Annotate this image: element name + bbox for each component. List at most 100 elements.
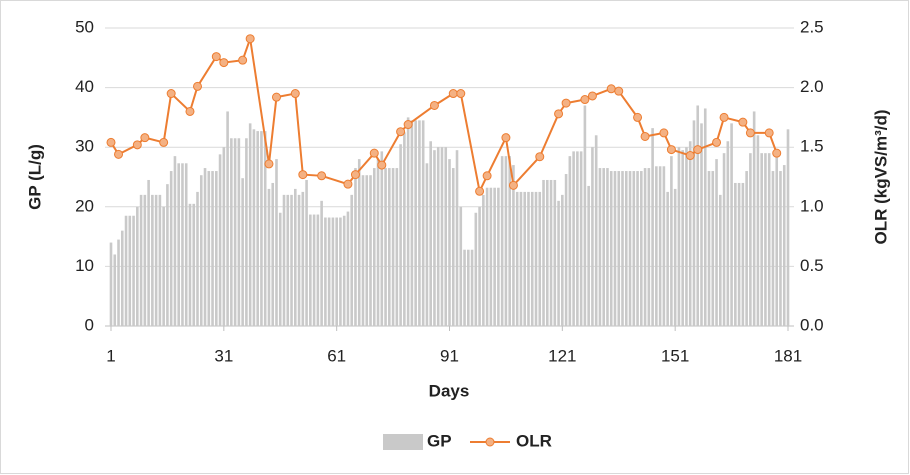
bar [331, 217, 335, 326]
bar [199, 175, 203, 326]
bar [181, 163, 184, 326]
bar [188, 203, 192, 326]
bar [606, 168, 609, 326]
bar [568, 156, 572, 326]
marker [264, 159, 274, 169]
bar [136, 206, 139, 326]
bar [658, 166, 662, 326]
bar [275, 159, 278, 326]
marker [403, 120, 413, 130]
bar [696, 105, 700, 326]
bar [433, 150, 436, 326]
marker [501, 133, 511, 143]
x-tick-label: 91 [440, 346, 459, 365]
bar [640, 171, 643, 326]
bar [579, 151, 583, 326]
legend-swatch [383, 434, 423, 450]
marker [132, 140, 142, 150]
bar [316, 214, 320, 326]
marker [719, 112, 729, 122]
y2-tick-label: 0.0 [800, 315, 824, 334]
marker [396, 127, 406, 137]
marker [238, 55, 248, 65]
bar [655, 166, 658, 326]
bar [380, 151, 384, 326]
bar [715, 159, 718, 326]
bar [207, 171, 211, 326]
y2-tick-label: 1.5 [800, 137, 824, 156]
marker [745, 128, 755, 138]
marker [535, 152, 545, 162]
y-tick-label: 0 [85, 315, 94, 334]
marker [482, 171, 492, 181]
marker [429, 100, 439, 110]
bar [688, 141, 692, 326]
marker [317, 171, 327, 181]
marker [614, 86, 624, 96]
legend-marker [485, 437, 495, 447]
bar [643, 168, 647, 326]
marker [448, 89, 458, 99]
bar [745, 171, 748, 326]
bar [666, 191, 669, 326]
bar [309, 214, 312, 326]
bar [534, 191, 538, 326]
marker [508, 180, 518, 190]
bar [218, 154, 222, 326]
bar [624, 171, 628, 326]
marker [298, 170, 308, 180]
bar [591, 147, 594, 326]
bar [463, 249, 466, 326]
bar [523, 191, 527, 326]
bar [527, 191, 530, 326]
bar [196, 191, 199, 326]
bar [128, 215, 132, 326]
bar [252, 129, 256, 326]
bar [719, 194, 722, 326]
bar [670, 156, 673, 326]
bar [542, 179, 545, 326]
marker [185, 106, 195, 116]
bar [771, 171, 775, 326]
x-tick-label: 61 [327, 346, 346, 365]
bar [305, 179, 308, 326]
bar [113, 254, 117, 326]
bar [711, 171, 715, 326]
bar [184, 163, 188, 326]
marker [140, 133, 150, 143]
bar [549, 179, 553, 326]
y-tick-label: 40 [75, 77, 94, 96]
bar [376, 159, 380, 326]
bar [267, 188, 271, 326]
bar [677, 147, 681, 326]
y2-tick-label: 0.5 [800, 256, 824, 275]
bar [418, 120, 421, 326]
bar [609, 171, 613, 326]
bar [448, 159, 451, 326]
marker [693, 145, 703, 155]
bar [230, 138, 233, 326]
marker [640, 131, 650, 141]
bar [617, 171, 621, 326]
y-tick-label: 20 [75, 196, 94, 215]
marker [369, 148, 379, 158]
bar [752, 111, 756, 326]
bar [587, 185, 590, 326]
bar [598, 168, 602, 326]
marker [166, 89, 176, 99]
y-tick-label: 10 [75, 256, 94, 275]
bar [497, 187, 500, 326]
bar [233, 138, 237, 326]
marker [159, 137, 169, 147]
bar [132, 215, 135, 326]
bar [151, 194, 154, 326]
bar [734, 182, 737, 326]
bar [158, 194, 162, 326]
bar [399, 144, 402, 326]
bar [421, 120, 425, 326]
marker [580, 95, 590, 105]
bar [169, 171, 173, 326]
marker [456, 89, 466, 99]
bar [369, 175, 372, 326]
bar [651, 128, 654, 326]
